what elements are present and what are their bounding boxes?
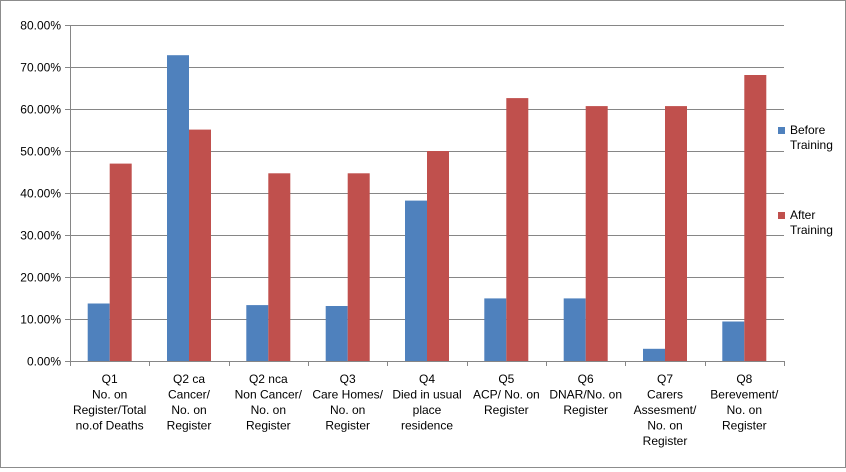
x-category-label-line: Q3 xyxy=(340,372,356,386)
x-category-label-line: Register xyxy=(643,434,688,448)
y-tick-label: 60.00% xyxy=(20,103,61,117)
bar-before-training xyxy=(87,303,110,361)
y-tick-label: 40.00% xyxy=(20,187,61,201)
bar-after-training xyxy=(347,173,370,361)
x-category-label: Q6 DNAR/No. on Register xyxy=(549,372,622,417)
x-category-label-line: Q1 xyxy=(102,372,118,386)
bar-after-training xyxy=(585,106,608,361)
x-category-label-line: No. on xyxy=(251,403,286,417)
x-category-label-line: place xyxy=(413,403,442,417)
x-category-label-line: Q2 ca xyxy=(173,372,205,386)
bar-after-training xyxy=(268,173,291,361)
bar-after-training xyxy=(109,163,132,361)
x-category-label-line: Register xyxy=(563,403,608,417)
x-category-label-line: Register/Total xyxy=(73,403,146,417)
x-category-label: Q8 Berevement/No. on Register xyxy=(710,372,779,433)
x-category-label-line: Q4 xyxy=(419,372,435,386)
x-category-label-line: No. on xyxy=(727,403,762,417)
bar-before-training xyxy=(405,200,427,361)
x-category-label-line: No. on xyxy=(92,388,127,402)
axes xyxy=(65,25,785,366)
bar-after-training xyxy=(665,106,687,361)
x-category-label-line: Care Homes/ xyxy=(312,388,383,402)
x-category-label-line: Carers xyxy=(647,388,683,402)
x-category-label-line: DNAR/No. on xyxy=(549,388,622,402)
x-category-label-line: No. on xyxy=(330,403,365,417)
legend-label-line: Training xyxy=(790,223,833,237)
bar-after-training xyxy=(506,98,529,361)
x-category-label: Q4 Died in usual place residence xyxy=(392,372,461,433)
bar-before-training xyxy=(246,305,269,361)
x-category-label: Q2 nca Non Cancer/No. on Register xyxy=(235,372,303,433)
x-category-label-line: Register xyxy=(722,419,767,433)
x-category-label-line: ACP/ No. on xyxy=(473,388,540,402)
y-tick-label: 30.00% xyxy=(20,229,61,243)
x-category-label-line: No. on xyxy=(171,403,206,417)
x-category-label-line: Register xyxy=(325,419,370,433)
x-category-label-line: Q7 xyxy=(657,372,673,386)
x-category-label-line: Died in usual xyxy=(392,388,461,402)
y-tick-label: 10.00% xyxy=(20,313,61,327)
legend-label-line: Training xyxy=(790,138,833,152)
legend-label: After Training xyxy=(790,208,833,237)
x-category-label-line: Register xyxy=(167,419,212,433)
bar-before-training xyxy=(643,348,665,361)
legend-swatch xyxy=(778,212,785,219)
x-category-label: Q1 No. on Register/Total no.of Deaths xyxy=(73,372,146,433)
legend-label-line: Before xyxy=(790,123,826,137)
y-tick-label: 50.00% xyxy=(20,145,61,159)
x-category-label-line: Register xyxy=(246,419,291,433)
legend-label: Before Training xyxy=(790,123,833,152)
x-category-label: Q2 ca Cancer/No. on Register xyxy=(167,372,212,433)
x-category-label-line: Q8 xyxy=(736,372,752,386)
x-category-label-line: residence xyxy=(401,419,453,433)
legend-label-line: After xyxy=(790,208,815,222)
bar-after-training xyxy=(427,151,449,361)
bar-before-training xyxy=(722,321,745,361)
y-tick-label: 70.00% xyxy=(20,61,61,75)
x-category-label-line: Assesment/ xyxy=(634,403,697,417)
x-category-label-line: Register xyxy=(484,403,529,417)
y-tick-label: 80.00% xyxy=(20,19,61,33)
x-category-label: Q5 ACP/ No. on Register xyxy=(473,372,540,417)
x-category-label: Q7 Carers Assesment/No. on Register xyxy=(634,372,697,448)
x-category-label-line: no.of Deaths xyxy=(76,419,144,433)
bar-before-training xyxy=(484,298,507,361)
bar-before-training xyxy=(167,55,189,361)
y-tick-label: 20.00% xyxy=(20,271,61,285)
y-axis-tick-labels: 0.00% 10.00% 20.00% 30.00% 40.00% 50.00% 60.00… xyxy=(20,19,61,369)
bars xyxy=(87,55,767,361)
bar-before-training xyxy=(563,298,586,361)
x-category-label-line: No. on xyxy=(647,419,682,433)
bar-after-training xyxy=(744,75,767,361)
x-category-label-line: Cancer/ xyxy=(168,388,211,402)
x-category-label-line: Berevement/ xyxy=(710,388,779,402)
x-category-label-line: Non Cancer/ xyxy=(235,388,303,402)
bar-before-training xyxy=(325,306,348,361)
x-category-label: Q3 Care Homes/No. on Register xyxy=(312,372,383,433)
x-category-label-line: Q5 xyxy=(498,372,514,386)
bar-after-training xyxy=(189,129,211,361)
x-category-label-line: Q6 xyxy=(578,372,594,386)
x-category-label-line: Q2 nca xyxy=(249,372,288,386)
legend-swatch xyxy=(778,127,785,134)
y-tick-label: 0.00% xyxy=(27,355,61,369)
